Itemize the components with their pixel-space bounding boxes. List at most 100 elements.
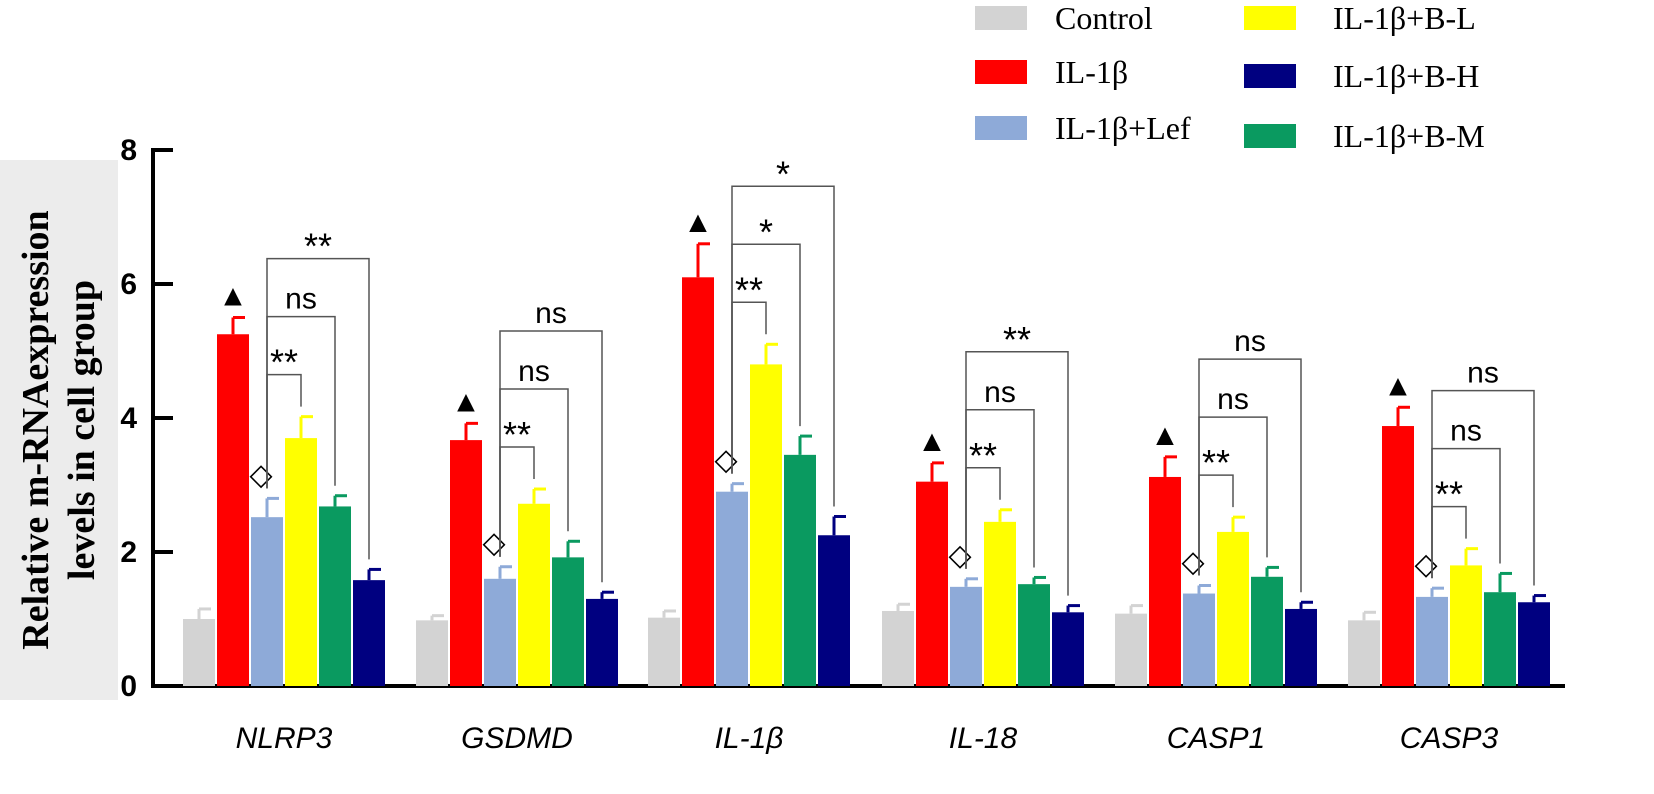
legend-label: IL-1β+B-L bbox=[1333, 0, 1476, 36]
diamond-marker: ◇ bbox=[1414, 548, 1437, 581]
legend-item-il-1b-b-h: IL-1β+B-H bbox=[1244, 58, 1479, 94]
comparison-label: ns bbox=[984, 376, 1016, 409]
error-bar-il-1b-lef-casp3 bbox=[1430, 586, 1444, 597]
bracket-line bbox=[1431, 389, 1535, 586]
comparison-bracket: ns bbox=[1198, 325, 1302, 593]
error-bar-control-gsdmd bbox=[430, 614, 444, 621]
error-bar-il-1b-b-l-nlrp3 bbox=[299, 415, 313, 439]
bar-il-1b-b-h-casp3 bbox=[1518, 602, 1550, 686]
y-tick-label: 0 bbox=[120, 670, 137, 703]
bar-il-1b-b-h-gsdmd bbox=[586, 598, 618, 686]
y-tick-label: 8 bbox=[120, 134, 137, 167]
legend-label: IL-1β+B-M bbox=[1333, 118, 1485, 154]
comparison-bracket: * bbox=[731, 153, 835, 507]
bar-il-1b-il-1b bbox=[682, 277, 714, 686]
error-bar-il-1b-casp3 bbox=[1396, 405, 1410, 427]
legend-item-il-1b-b-l: IL-1β+B-L bbox=[1244, 0, 1476, 36]
comparison-label: ** bbox=[503, 414, 531, 455]
bar-il-1b-il-18 bbox=[916, 481, 948, 686]
legend-item-il-1b-b-m: IL-1β+B-M bbox=[1244, 118, 1485, 154]
bar-il-1b-lef-il-1b bbox=[716, 491, 748, 686]
error-bar-il-1b-b-m-il-18 bbox=[1032, 575, 1046, 585]
error-bar-il-1b-b-h-casp1 bbox=[1299, 600, 1313, 609]
error-bar-il-1b-nlrp3 bbox=[231, 316, 245, 335]
x-tick-label: CASP3 bbox=[1400, 722, 1499, 755]
bar-il-1b-nlrp3 bbox=[217, 334, 249, 686]
bracket-line bbox=[1198, 358, 1302, 593]
comparison-label: ns bbox=[535, 297, 567, 330]
bar-il-1b-b-h-nlrp3 bbox=[353, 580, 385, 686]
bar-il-1b-b-l-gsdmd bbox=[518, 503, 550, 686]
error-bar-il-1b-b-h-gsdmd bbox=[600, 590, 614, 599]
legend-label: IL-1β bbox=[1055, 54, 1128, 90]
comparison-bracket: ** bbox=[266, 226, 370, 560]
bar-il-1b-lef-casp3 bbox=[1416, 596, 1448, 686]
comparison-label: ** bbox=[969, 435, 997, 476]
error-bar-il-1b-b-h-casp3 bbox=[1532, 594, 1546, 603]
bar-il-1b-b-l-nlrp3 bbox=[285, 438, 317, 686]
error-bar-il-1b-b-m-gsdmd bbox=[566, 539, 580, 558]
bar-il-1b-b-m-il-1b bbox=[784, 454, 816, 686]
comparison-label: ** bbox=[1435, 474, 1463, 515]
legend-item-control: Control bbox=[975, 0, 1153, 36]
bracket-line bbox=[499, 330, 603, 583]
error-bar-control-casp3 bbox=[1362, 610, 1376, 621]
comparison-label: ** bbox=[304, 226, 332, 267]
x-tick-label: GSDMD bbox=[461, 722, 573, 755]
x-tick-label: NLRP3 bbox=[236, 722, 333, 755]
bar-il-1b-b-h-casp1 bbox=[1285, 608, 1317, 686]
y-axis-label-background bbox=[0, 160, 118, 700]
bar-control-casp1 bbox=[1115, 613, 1147, 686]
comparison-label: ns bbox=[518, 355, 550, 388]
bar-il-1b-b-m-casp1 bbox=[1251, 576, 1283, 686]
comparison-label: ** bbox=[1202, 442, 1230, 483]
bar-il-1b-b-m-casp3 bbox=[1484, 592, 1516, 686]
legend-swatch bbox=[1244, 124, 1296, 148]
y-tick-label: 6 bbox=[120, 268, 137, 301]
bar-control-il-1b bbox=[648, 617, 680, 686]
legend-swatch bbox=[1244, 64, 1296, 88]
triangle-marker: ▲ bbox=[917, 425, 947, 458]
bar-il-1b-b-m-nlrp3 bbox=[319, 506, 351, 686]
x-tick-label: IL-18 bbox=[949, 722, 1018, 755]
legend-label: IL-1β+Lef bbox=[1055, 110, 1191, 146]
bracket-line bbox=[731, 185, 835, 507]
comparison-bracket: ** bbox=[965, 319, 1069, 596]
triangle-marker: ▲ bbox=[218, 280, 248, 313]
error-bar-il-1b-b-m-casp1 bbox=[1265, 565, 1279, 577]
legend-label: Control bbox=[1055, 0, 1153, 36]
comparison-label: ns bbox=[1217, 383, 1249, 416]
comparison-label: ** bbox=[1003, 319, 1031, 360]
comparison-label: ns bbox=[285, 283, 317, 316]
axes: 0 2 4 6 8 bbox=[120, 134, 1565, 703]
error-bar-il-1b-gsdmd bbox=[464, 421, 478, 441]
comparison-label: * bbox=[776, 153, 790, 194]
diamond-marker: ◇ bbox=[714, 444, 737, 477]
triangle-marker: ▲ bbox=[683, 206, 713, 239]
legend-swatch bbox=[1244, 6, 1296, 30]
error-bar-il-1b-b-l-il-1b bbox=[764, 342, 778, 365]
legend-item-il-1b-lef: IL-1β+Lef bbox=[975, 110, 1191, 146]
bar-il-1b-b-l-casp3 bbox=[1450, 565, 1482, 686]
legend-swatch bbox=[975, 60, 1027, 84]
comparison-label: ns bbox=[1450, 415, 1482, 448]
error-bar-control-il-18 bbox=[896, 602, 910, 611]
comparison-bracket: ns bbox=[1198, 383, 1268, 576]
comparison-label: * bbox=[759, 211, 773, 252]
bar-il-1b-b-l-casp1 bbox=[1217, 531, 1249, 686]
bar-control-nlrp3 bbox=[183, 619, 215, 686]
x-tick-labels: NLRP3 GSDMD IL-1β IL-18 CASP1 CASP3 bbox=[236, 722, 1499, 755]
comparison-label: ** bbox=[270, 342, 298, 383]
bar-il-1b-casp3 bbox=[1382, 426, 1414, 686]
comparison-label: ns bbox=[1467, 357, 1499, 390]
error-bars bbox=[197, 242, 1546, 621]
bar-control-casp3 bbox=[1348, 620, 1380, 686]
triangle-marker: ▲ bbox=[1383, 369, 1413, 402]
comparison-bracket: ns bbox=[1431, 415, 1501, 579]
bar-il-1b-gsdmd bbox=[450, 440, 482, 686]
bar-control-gsdmd bbox=[416, 620, 448, 686]
error-bar-il-1b-lef-il-1b bbox=[730, 482, 744, 492]
y-tick-label: 4 bbox=[120, 402, 137, 435]
significance-markers: ▲ ◇ ▲ ◇ ▲ ◇ ▲ ◇ ▲ ◇ ▲ ◇ bbox=[218, 206, 1437, 581]
bracket-line bbox=[266, 257, 370, 560]
